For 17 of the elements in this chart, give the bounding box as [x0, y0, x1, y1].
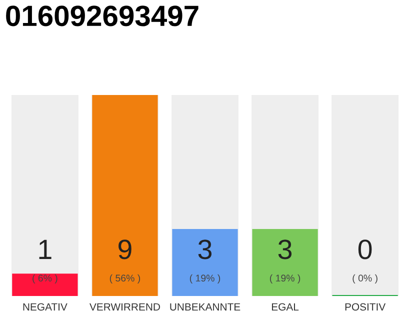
chart-title: 016092693497	[6, 6, 198, 26]
x-tick-label: EGAL	[272, 303, 299, 311]
x-tick-label: NEGATIV	[23, 303, 68, 311]
x-tick-label: POSITIV	[345, 303, 386, 311]
annotation: ( 19% )	[190, 274, 220, 284]
bar	[12, 274, 78, 296]
x-tick-label: VERWIRREND	[90, 303, 160, 310]
data-label: 3	[198, 240, 212, 260]
annotation: ( 6% )	[32, 274, 58, 284]
annotation: ( 19% )	[270, 274, 300, 284]
data-label: 0	[358, 240, 372, 260]
annotation: ( 0% )	[352, 274, 378, 284]
data-label: 1	[39, 240, 52, 259]
data-label: 3	[278, 240, 292, 260]
data-label: 9	[118, 240, 132, 260]
annotation: ( 56% )	[110, 274, 140, 284]
x-tick-label: UNBEKANNTE	[170, 303, 240, 311]
